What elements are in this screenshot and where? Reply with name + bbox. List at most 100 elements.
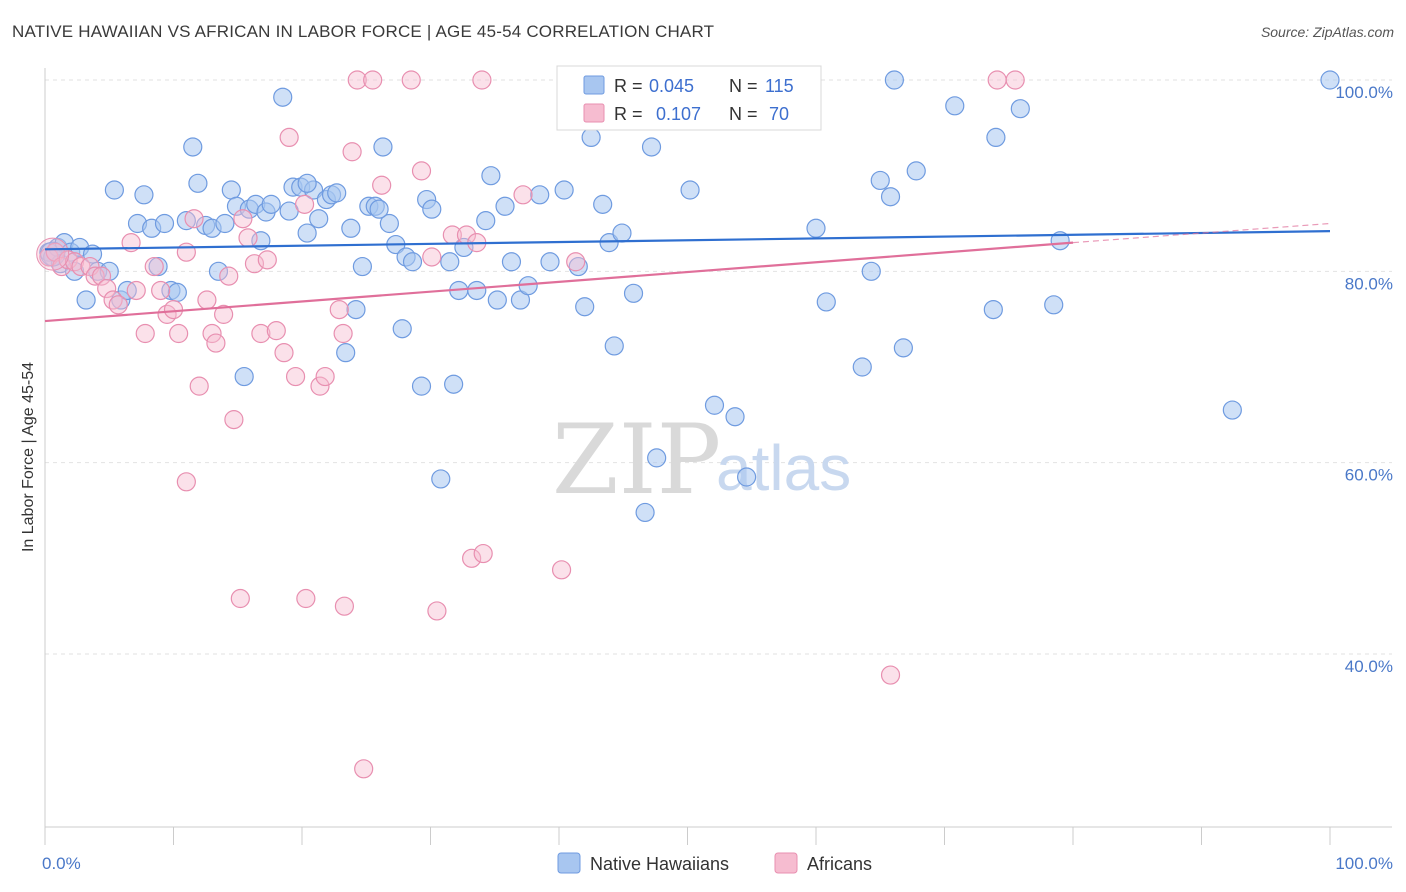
- legend-r-label-1: R =: [614, 76, 643, 96]
- native-hawaiians-point: [167, 282, 187, 302]
- native-hawaiians-point: [369, 199, 389, 219]
- native-hawaiians-point: [273, 87, 293, 107]
- africans-point: [513, 185, 533, 205]
- africans-point: [462, 548, 482, 568]
- africans-point: [401, 70, 421, 90]
- native-hawaiians-point: [76, 290, 96, 310]
- native-hawaiians-point: [647, 448, 667, 468]
- native-hawaiians-point: [487, 290, 507, 310]
- africans-point: [91, 266, 112, 286]
- native-hawaiians-point: [816, 292, 836, 312]
- chart-title: NATIVE HAWAIIAN VS AFRICAN IN LABOR FORC…: [12, 22, 715, 41]
- africans-point: [219, 266, 239, 286]
- y-tick-label: 60.0%: [1345, 466, 1393, 485]
- y-tick-label: 100.0%: [1335, 83, 1393, 102]
- native-hawaiians-point: [880, 187, 901, 207]
- africans-point: [333, 323, 353, 344]
- native-hawaiians-point: [575, 297, 595, 317]
- africans-point: [334, 596, 355, 616]
- native-hawaiians-point: [906, 161, 926, 181]
- legend-r-label-2: R =: [614, 104, 643, 124]
- native-hawaiians-point: [495, 196, 515, 216]
- native-hawaiians-point: [501, 252, 522, 272]
- native-hawaiians-point: [297, 173, 317, 193]
- axes: [44, 68, 1392, 845]
- native-hawaiians-point: [852, 357, 872, 377]
- africans-point: [97, 278, 117, 299]
- native-hawaiians-point: [554, 180, 574, 200]
- native-hawaiians-point: [422, 199, 442, 219]
- bottom-legend-swatch-african: [774, 852, 798, 874]
- africans-points: [36, 70, 1025, 779]
- watermark-zip: ZIP: [552, 404, 721, 516]
- native-hawaiians-point: [1050, 231, 1070, 251]
- correlation-legend: R = 0.045 N = 115 R = 0.107 N = 70: [556, 65, 822, 131]
- native-hawaiians-point: [1010, 99, 1030, 119]
- native-hawaiians-point: [392, 319, 412, 339]
- africans-point: [285, 366, 306, 387]
- legend-swatch-african: [583, 103, 605, 123]
- africans-point: [169, 323, 189, 344]
- africans-point: [266, 321, 286, 341]
- africans-point: [354, 759, 374, 779]
- native-hawaiians-point: [641, 137, 662, 157]
- native-hawaiians-point: [806, 218, 826, 238]
- native-hawaiians-point: [1222, 400, 1242, 420]
- africans-point: [372, 175, 392, 195]
- native-hawaiians-point: [183, 137, 203, 157]
- native-hawaiians-point: [481, 166, 501, 186]
- native-hawaiians-point: [945, 96, 965, 116]
- native-hawaiians-point: [1044, 295, 1064, 315]
- native-hawaiians-points: [39, 70, 1340, 523]
- native-hawaiians-point: [327, 183, 347, 203]
- native-hawaiians-point: [440, 252, 460, 272]
- africans-trend-extension: [1072, 222, 1331, 244]
- africans-point: [184, 209, 204, 229]
- x-tick-label: 100.0%: [1335, 854, 1393, 873]
- native-hawaiians-point: [402, 252, 423, 272]
- africans-point: [472, 70, 492, 90]
- native-hawaiians-point: [604, 336, 624, 356]
- africans-point: [144, 256, 164, 277]
- native-hawaiians-point: [346, 300, 366, 320]
- native-hawaiians-point: [215, 213, 235, 234]
- africans-point: [411, 161, 432, 181]
- native-hawaiians-point: [221, 180, 241, 200]
- africans-point: [363, 70, 383, 90]
- africans-point: [108, 295, 128, 315]
- y-tick-label: 80.0%: [1345, 274, 1393, 293]
- native-hawaiians-point: [893, 338, 913, 358]
- africans-point: [566, 252, 586, 272]
- africans-point: [135, 323, 155, 344]
- native-hawaiians-point: [134, 185, 154, 205]
- native-hawaiians-point: [261, 194, 281, 214]
- native-hawaiians-point: [737, 467, 757, 487]
- native-hawaiians-point: [373, 137, 393, 157]
- africans-point: [274, 343, 294, 363]
- native-hawaiians-point: [154, 213, 175, 234]
- africans-point: [342, 142, 362, 162]
- africans-point: [126, 280, 146, 301]
- africans-point: [310, 376, 330, 396]
- native-hawaiians-point: [104, 180, 124, 200]
- native-hawaiians-point: [176, 211, 196, 231]
- native-hawaiians-point: [208, 261, 229, 281]
- native-hawaiians-point: [336, 343, 356, 363]
- africans-point: [214, 304, 234, 324]
- africans-point: [189, 376, 209, 396]
- africans-point: [347, 70, 367, 90]
- legend-n-label-2: N =: [729, 104, 758, 124]
- africans-point: [473, 543, 493, 564]
- gridlines: [45, 79, 1392, 655]
- native-hawaiians-point: [986, 127, 1006, 147]
- africans-point: [422, 247, 442, 267]
- africans-point: [224, 410, 244, 430]
- native-hawaiians-point: [467, 280, 487, 301]
- legend-n-value-1: 115: [765, 76, 794, 96]
- native-hawaiians-point: [188, 173, 208, 193]
- watermark-atlas: atlas: [716, 432, 851, 504]
- native-hawaiians-point: [309, 209, 329, 229]
- native-hawaiians-point: [297, 223, 317, 243]
- africans-point: [257, 250, 277, 270]
